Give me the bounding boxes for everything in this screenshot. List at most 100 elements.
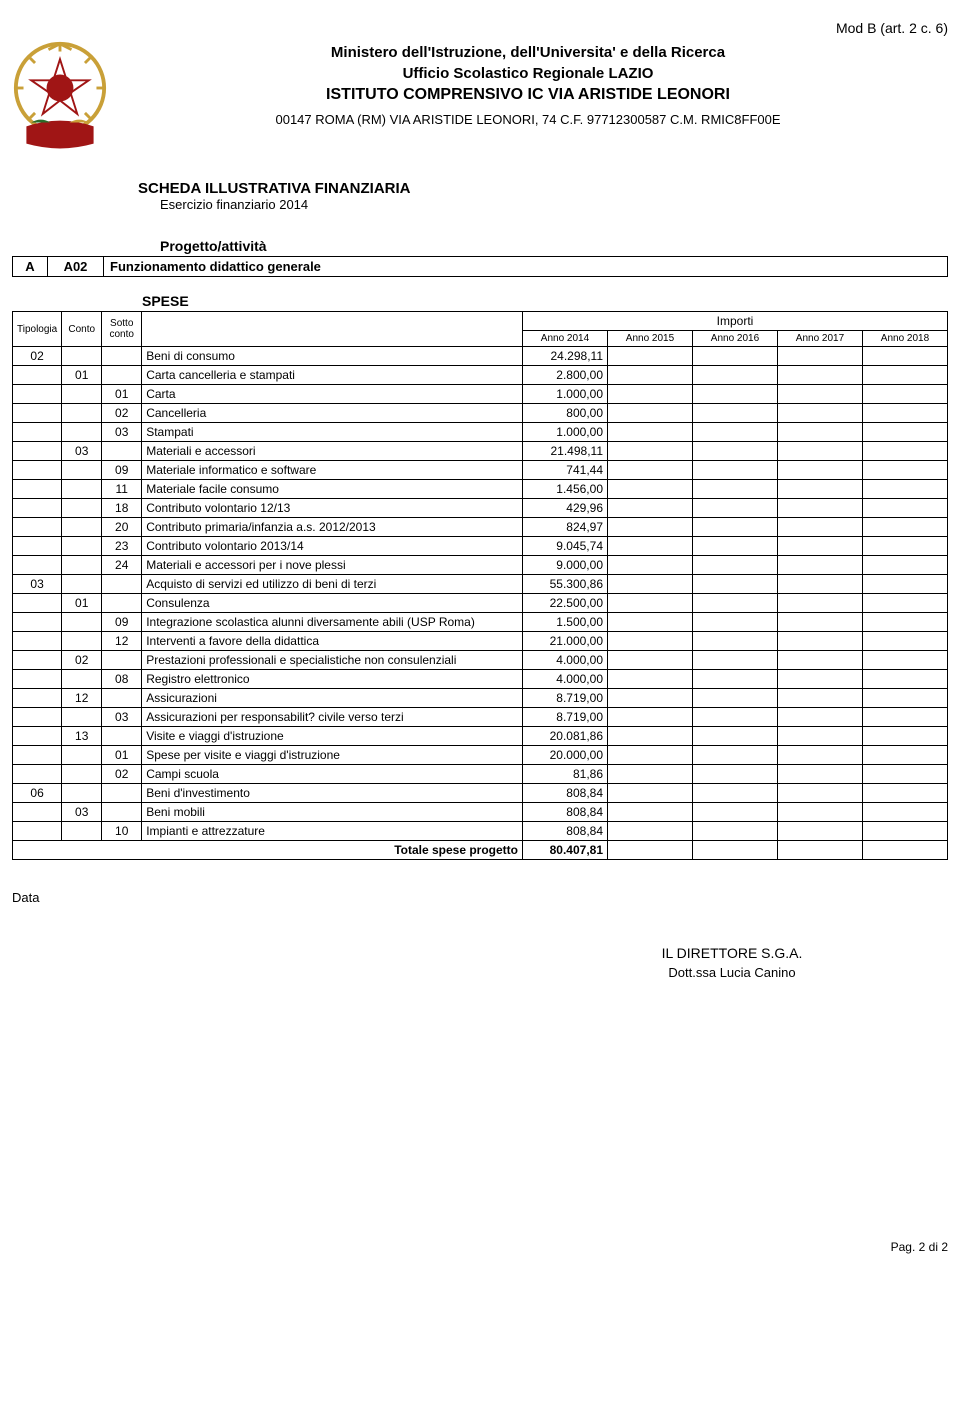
table-row: 03Materiali e accessori21.498,11 <box>13 442 948 461</box>
cell-anno-empty <box>863 537 948 556</box>
cell-anno-empty <box>863 366 948 385</box>
th-year: Anno 2015 <box>608 331 693 347</box>
th-tipologia: Tipologia <box>13 312 62 347</box>
cell-sotto: 02 <box>102 404 142 423</box>
cell-anno-empty <box>863 347 948 366</box>
table-row: 01Spese per visite e viaggi d'istruzione… <box>13 746 948 765</box>
table-row: 03Stampati1.000,00 <box>13 423 948 442</box>
table-row: 03Beni mobili808,84 <box>13 803 948 822</box>
cell-anno-empty <box>693 822 778 841</box>
cell-anno-empty <box>863 385 948 404</box>
cell-anno-2014: 20.000,00 <box>523 746 608 765</box>
cell-conto <box>62 423 102 442</box>
cell-anno-2014: 429,96 <box>523 499 608 518</box>
cell-anno-empty <box>863 651 948 670</box>
cell-anno-empty <box>693 689 778 708</box>
cell-desc: Materiale facile consumo <box>142 480 523 499</box>
cell-anno-empty <box>693 784 778 803</box>
cell-anno-empty <box>863 461 948 480</box>
cell-anno-empty <box>608 594 693 613</box>
cell-conto <box>62 385 102 404</box>
cell-sotto <box>102 651 142 670</box>
cell-anno-2014: 808,84 <box>523 803 608 822</box>
cell-anno-empty <box>608 727 693 746</box>
cell-sotto <box>102 347 142 366</box>
cell-anno-empty <box>863 613 948 632</box>
cell-anno-empty <box>863 423 948 442</box>
cell-tipologia <box>13 746 62 765</box>
table-row: 12Interventi a favore della didattica21.… <box>13 632 948 651</box>
cell-tipologia <box>13 442 62 461</box>
cell-desc: Materiale informatico e software <box>142 461 523 480</box>
cell-sotto: 01 <box>102 385 142 404</box>
cell-conto: 12 <box>62 689 102 708</box>
cell-tipologia <box>13 727 62 746</box>
cell-conto <box>62 404 102 423</box>
cell-conto <box>62 784 102 803</box>
cell-tipologia <box>13 556 62 575</box>
cell-conto <box>62 347 102 366</box>
progetto-code-b: A02 <box>48 256 104 277</box>
th-year: Anno 2018 <box>863 331 948 347</box>
cell-desc: Assicurazioni per responsabilit? civile … <box>142 708 523 727</box>
cell-conto <box>62 708 102 727</box>
cell-desc: Beni d'investimento <box>142 784 523 803</box>
cell-sotto <box>102 366 142 385</box>
cell-tipologia <box>13 708 62 727</box>
cell-anno-empty <box>693 613 778 632</box>
cell-conto <box>62 822 102 841</box>
cell-anno-empty <box>863 480 948 499</box>
cell-tipologia <box>13 803 62 822</box>
ministry-line: Ministero dell'Istruzione, dell'Universi… <box>108 44 948 61</box>
cell-anno-2014: 824,97 <box>523 518 608 537</box>
cell-anno-empty <box>863 670 948 689</box>
table-row: 02Prestazioni professionali e specialist… <box>13 651 948 670</box>
cell-anno-empty <box>608 746 693 765</box>
cell-desc: Registro elettronico <box>142 670 523 689</box>
cell-anno-empty <box>608 689 693 708</box>
cell-anno-2014: 9.045,74 <box>523 537 608 556</box>
cell-conto <box>62 632 102 651</box>
cell-anno-2014: 741,44 <box>523 461 608 480</box>
cell-tipologia <box>13 651 62 670</box>
cell-anno-2014: 1.500,00 <box>523 613 608 632</box>
cell-anno-empty <box>693 480 778 499</box>
signature-title: IL DIRETTORE S.G.A. <box>572 945 892 961</box>
cell-conto: 03 <box>62 803 102 822</box>
cell-tipologia <box>13 518 62 537</box>
cell-anno-empty <box>608 670 693 689</box>
cell-anno-empty <box>778 632 863 651</box>
cell-sotto <box>102 575 142 594</box>
th-year: Anno 2014 <box>523 331 608 347</box>
table-row: 13Visite e viaggi d'istruzione20.081,86 <box>13 727 948 746</box>
cell-anno-empty <box>778 366 863 385</box>
table-row: 03Acquisto di servizi ed utilizzo di ben… <box>13 575 948 594</box>
table-row: 01Carta cancelleria e stampati2.800,00 <box>13 366 948 385</box>
cell-anno-empty <box>778 746 863 765</box>
table-row: 02Campi scuola81,86 <box>13 765 948 784</box>
institute-line: ISTITUTO COMPRENSIVO IC VIA ARISTIDE LEO… <box>108 86 948 104</box>
cell-anno-empty <box>693 594 778 613</box>
cell-anno-empty <box>608 366 693 385</box>
cell-anno-empty <box>863 708 948 727</box>
cell-anno-2014: 21.498,11 <box>523 442 608 461</box>
scheda-title: SCHEDA ILLUSTRATIVA FINANZIARIA <box>138 180 948 197</box>
cell-desc: Visite e viaggi d'istruzione <box>142 727 523 746</box>
cell-anno-empty <box>778 727 863 746</box>
cell-anno-2014: 808,84 <box>523 784 608 803</box>
cell-sotto <box>102 784 142 803</box>
cell-desc: Carta cancelleria e stampati <box>142 366 523 385</box>
table-row: 20Contributo primaria/infanzia a.s. 2012… <box>13 518 948 537</box>
italian-emblem-icon <box>12 40 108 160</box>
cell-tipologia <box>13 480 62 499</box>
cell-sotto: 03 <box>102 708 142 727</box>
cell-desc: Consulenza <box>142 594 523 613</box>
page-footer: Pag. 2 di 2 <box>12 1240 948 1254</box>
cell-anno-empty <box>693 347 778 366</box>
cell-anno-empty <box>778 689 863 708</box>
cell-anno-empty <box>693 708 778 727</box>
table-row: 01Carta1.000,00 <box>13 385 948 404</box>
cell-tipologia <box>13 765 62 784</box>
cell-anno-empty <box>608 442 693 461</box>
cell-anno-empty <box>863 556 948 575</box>
